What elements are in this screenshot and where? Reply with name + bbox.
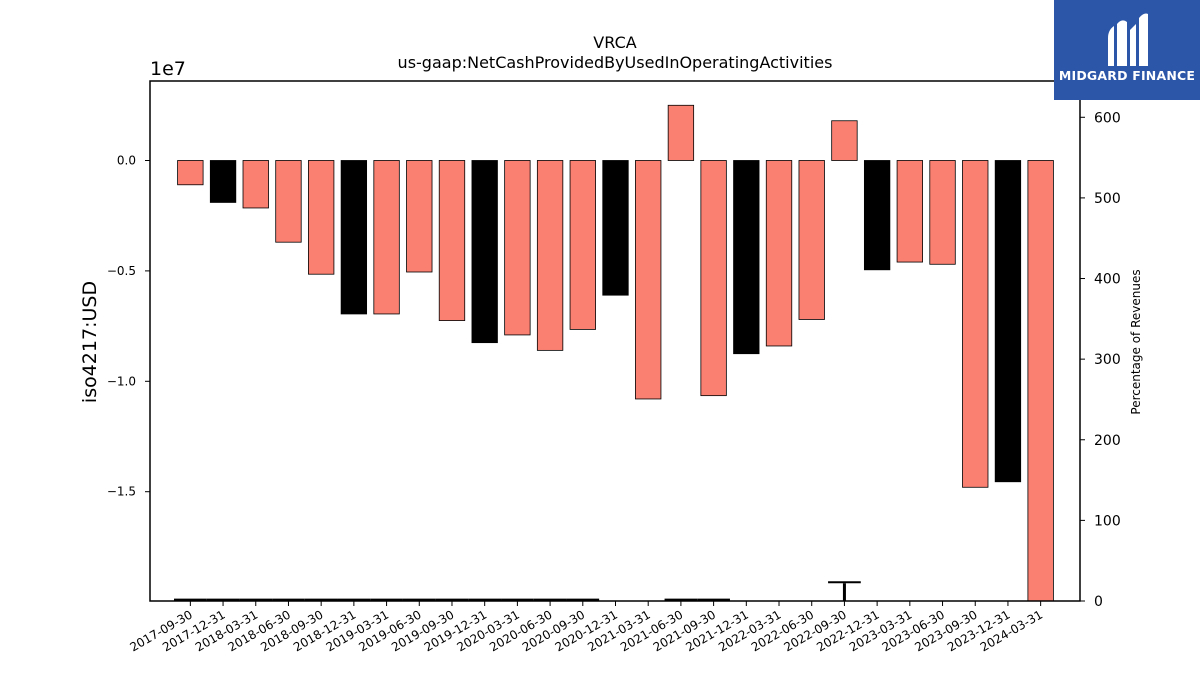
bar — [536, 160, 564, 351]
y2-axis-label: Percentage of Revenues — [1129, 269, 1143, 414]
y2-tick-label: 400 — [1094, 272, 1121, 288]
bar — [831, 120, 858, 161]
bar — [373, 160, 400, 315]
y-offset-label: 1e7 — [150, 58, 186, 80]
bar — [308, 160, 335, 275]
y-tick-label: −1.0 — [107, 374, 136, 388]
bar — [765, 160, 793, 347]
bar — [667, 104, 695, 161]
bar — [635, 160, 662, 400]
bar — [1027, 160, 1054, 602]
midgard-logo-icon — [1108, 13, 1148, 66]
bar — [994, 160, 1022, 483]
y2-tick-label: 0 — [1094, 594, 1103, 610]
bar — [602, 160, 629, 296]
bar — [962, 160, 989, 488]
bar — [929, 160, 956, 265]
bar — [275, 160, 302, 243]
bar — [177, 160, 204, 186]
y-tick-label: −1.5 — [107, 485, 136, 499]
bar — [798, 160, 825, 320]
y2-tick-label: 300 — [1094, 352, 1121, 368]
bar — [438, 160, 466, 321]
plot-frame — [149, 80, 1081, 602]
bar — [209, 160, 237, 203]
y2-tick-label: 600 — [1094, 110, 1121, 126]
bar — [733, 160, 760, 355]
y2-tick-label: 100 — [1094, 513, 1121, 529]
logo-text: MIDGARD FINANCE — [1058, 68, 1196, 83]
y2-tick-label: 500 — [1094, 191, 1121, 207]
chart-title: VRCA — [593, 33, 636, 52]
y2-tick-label: 200 — [1094, 433, 1121, 449]
bar — [471, 160, 498, 344]
bar — [700, 160, 727, 397]
bar — [242, 160, 269, 209]
bar — [569, 160, 596, 330]
bar — [406, 160, 433, 273]
y-tick-label: 0.0 — [117, 153, 136, 167]
y-axis-label: iso4217:USD — [79, 281, 101, 403]
bar — [504, 160, 531, 336]
y-tick-label: −0.5 — [107, 264, 136, 278]
logo: MIDGARD FINANCE — [1054, 0, 1200, 100]
bar — [340, 160, 368, 315]
chart-subtitle: us-gaap:NetCashProvidedByUsedInOperating… — [398, 53, 833, 72]
bar — [863, 160, 891, 271]
bar — [896, 160, 923, 263]
